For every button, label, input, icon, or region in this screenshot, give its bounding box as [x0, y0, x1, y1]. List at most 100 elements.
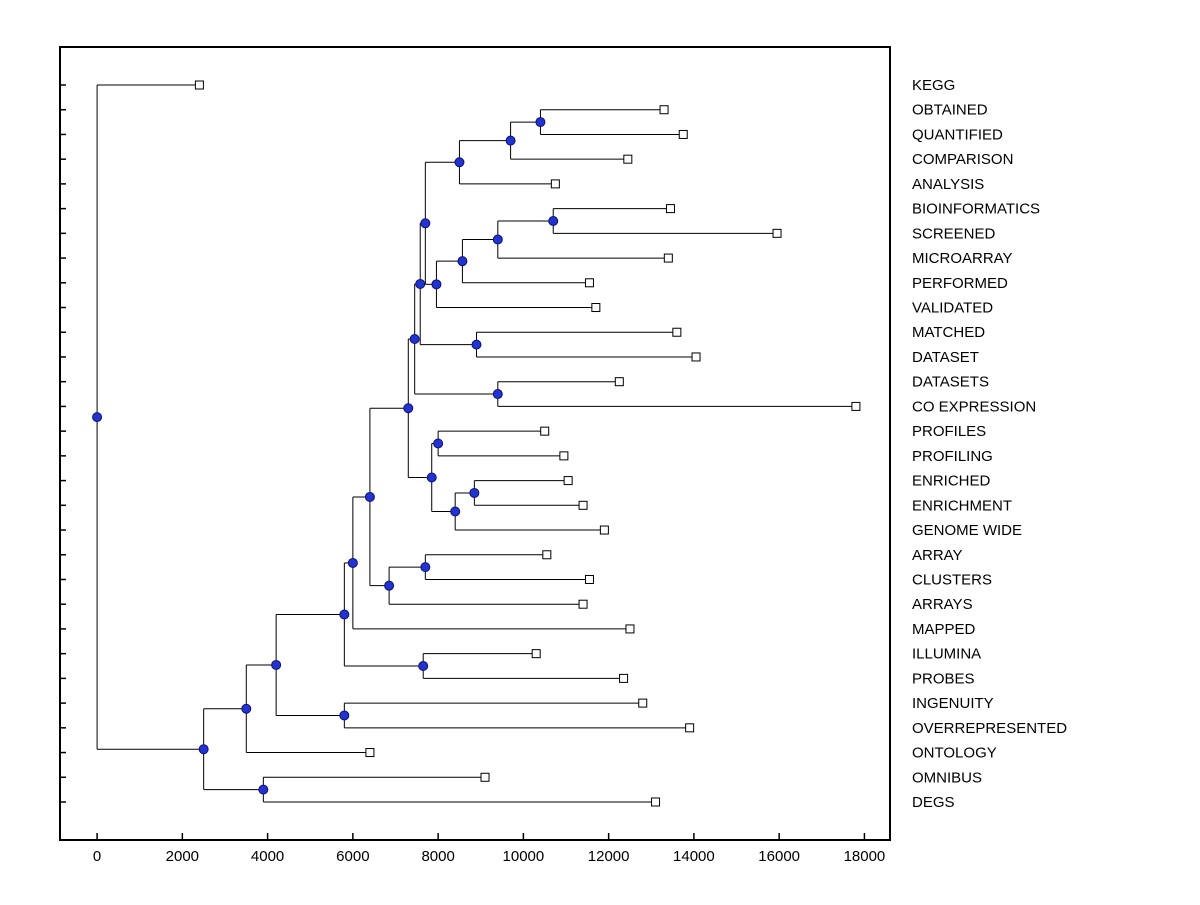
cluster-node-marker [339, 710, 350, 721]
leaf-label: ILLUMINA [912, 646, 981, 663]
plot-frame [59, 46, 891, 841]
leaf-labels: KEGG OBTAINED QUANTIFIED COMPARISON ANALYSIS… [912, 77, 1067, 811]
leaf-marker [619, 673, 629, 683]
leaf-marker [651, 797, 661, 807]
leaf-label: INGENUITY [912, 695, 994, 712]
leaf-marker [194, 80, 204, 90]
cluster-node-marker [535, 117, 546, 128]
x-tick-label: 16000 [758, 848, 800, 865]
leaf-marker [638, 698, 648, 708]
leaf-marker [559, 451, 569, 461]
cluster-node-marker [271, 659, 282, 670]
cluster-node-marker [241, 703, 252, 714]
cluster-node-marker [471, 339, 482, 350]
leaf-label: ENRICHMENT [912, 497, 1012, 514]
leaf-marker [772, 228, 782, 238]
leaf-label: PROFILING [912, 448, 993, 465]
leaf-label: ONTOLOGY [912, 745, 997, 762]
leaf-marker [625, 624, 635, 634]
leaf-label: DATASET [912, 349, 979, 366]
x-tick-label: 12000 [588, 848, 630, 865]
cluster-node-marker [433, 438, 444, 449]
leaf-marker [691, 352, 701, 362]
leaf-marker [623, 154, 633, 164]
leaf-label: OVERREPRESENTED [912, 720, 1067, 737]
cluster-node-marker [364, 491, 375, 502]
x-tick-label: 6000 [336, 848, 369, 865]
leaf-marker [678, 129, 688, 139]
leaf-marker [480, 772, 490, 782]
leaf-label: MATCHED [912, 324, 985, 341]
axis-ticks: 0 2000 4000 6000 8000 10000 12000 14000 16000 180… [60, 84, 886, 865]
leaf-marker [578, 500, 588, 510]
cluster-node-marker [420, 218, 431, 229]
leaf-marker [550, 179, 560, 189]
leaf-label: BIOINFORMATICS [912, 201, 1040, 218]
x-tick-label: 10000 [503, 848, 545, 865]
leaf-label: PROFILES [912, 423, 986, 440]
cluster-node-marker [92, 412, 103, 423]
leaf-label: ANALYSIS [912, 176, 984, 193]
leaf-marker [614, 377, 624, 387]
leaf-label: KEGG [912, 77, 955, 94]
cluster-node-marker [420, 562, 431, 573]
leaf-label: ARRAY [912, 547, 963, 564]
leaf-marker [591, 303, 601, 313]
leaf-label: MAPPED [912, 621, 976, 638]
leaf-marker [578, 599, 588, 609]
leaf-marker [531, 649, 541, 659]
leaf-label: OMNIBUS [912, 769, 982, 786]
leaf-label: DATASETS [912, 374, 989, 391]
leaf-label: COMPARISON [912, 151, 1013, 168]
cluster-node-marker [258, 784, 269, 795]
cluster-node-marker [454, 157, 465, 168]
x-tick-label: 18000 [844, 848, 886, 865]
cluster-node-marker [418, 661, 429, 672]
cluster-node-marker [415, 278, 426, 289]
cluster-node-marker [431, 279, 442, 290]
cluster-node-marker [339, 609, 350, 620]
leaf-marker [584, 574, 594, 584]
x-tick-label: 14000 [673, 848, 715, 865]
cluster-node-marker [505, 135, 516, 146]
plot-border [59, 46, 891, 841]
cluster-node-marker [426, 472, 437, 483]
cluster-node-marker [347, 557, 358, 568]
leaf-marker [685, 723, 695, 733]
leaf-marker [540, 426, 550, 436]
leaf-label: PROBES [912, 670, 975, 687]
leaf-label: CLUSTERS [912, 571, 992, 588]
leaf-label: MICROARRAY [912, 250, 1013, 267]
cluster-node-marker [450, 506, 461, 517]
leaf-marker [542, 550, 552, 560]
leaf-marker [563, 476, 573, 486]
x-tick-label: 2000 [166, 848, 199, 865]
leaf-label: PERFORMED [912, 275, 1008, 292]
leaf-label: GENOME WIDE [912, 522, 1022, 539]
x-tick-label: 8000 [421, 848, 454, 865]
x-tick-label: 0 [93, 848, 101, 865]
cluster-node-marker [469, 487, 480, 498]
leaf-marker [659, 105, 669, 115]
dendrogram-branches [96, 84, 856, 803]
cluster-node-marker [198, 744, 209, 755]
cluster-node-marker [492, 389, 503, 400]
dendrogram-markers [92, 80, 861, 807]
leaf-marker [599, 525, 609, 535]
cluster-node-marker [403, 403, 414, 414]
leaf-label: ENRICHED [912, 473, 991, 490]
leaf-label: OBTAINED [912, 102, 988, 119]
cluster-node-marker [548, 215, 559, 226]
leaf-marker [663, 253, 673, 263]
cluster-node-marker [384, 580, 395, 591]
leaf-label: QUANTIFIED [912, 126, 1003, 143]
cluster-node-marker [409, 334, 420, 345]
leaf-label: VALIDATED [912, 300, 993, 317]
x-tick-label: 4000 [251, 848, 284, 865]
cluster-node-marker [492, 234, 503, 245]
leaf-marker [584, 278, 594, 288]
leaf-marker [665, 204, 675, 214]
leaf-label: CO EXPRESSION [912, 398, 1036, 415]
